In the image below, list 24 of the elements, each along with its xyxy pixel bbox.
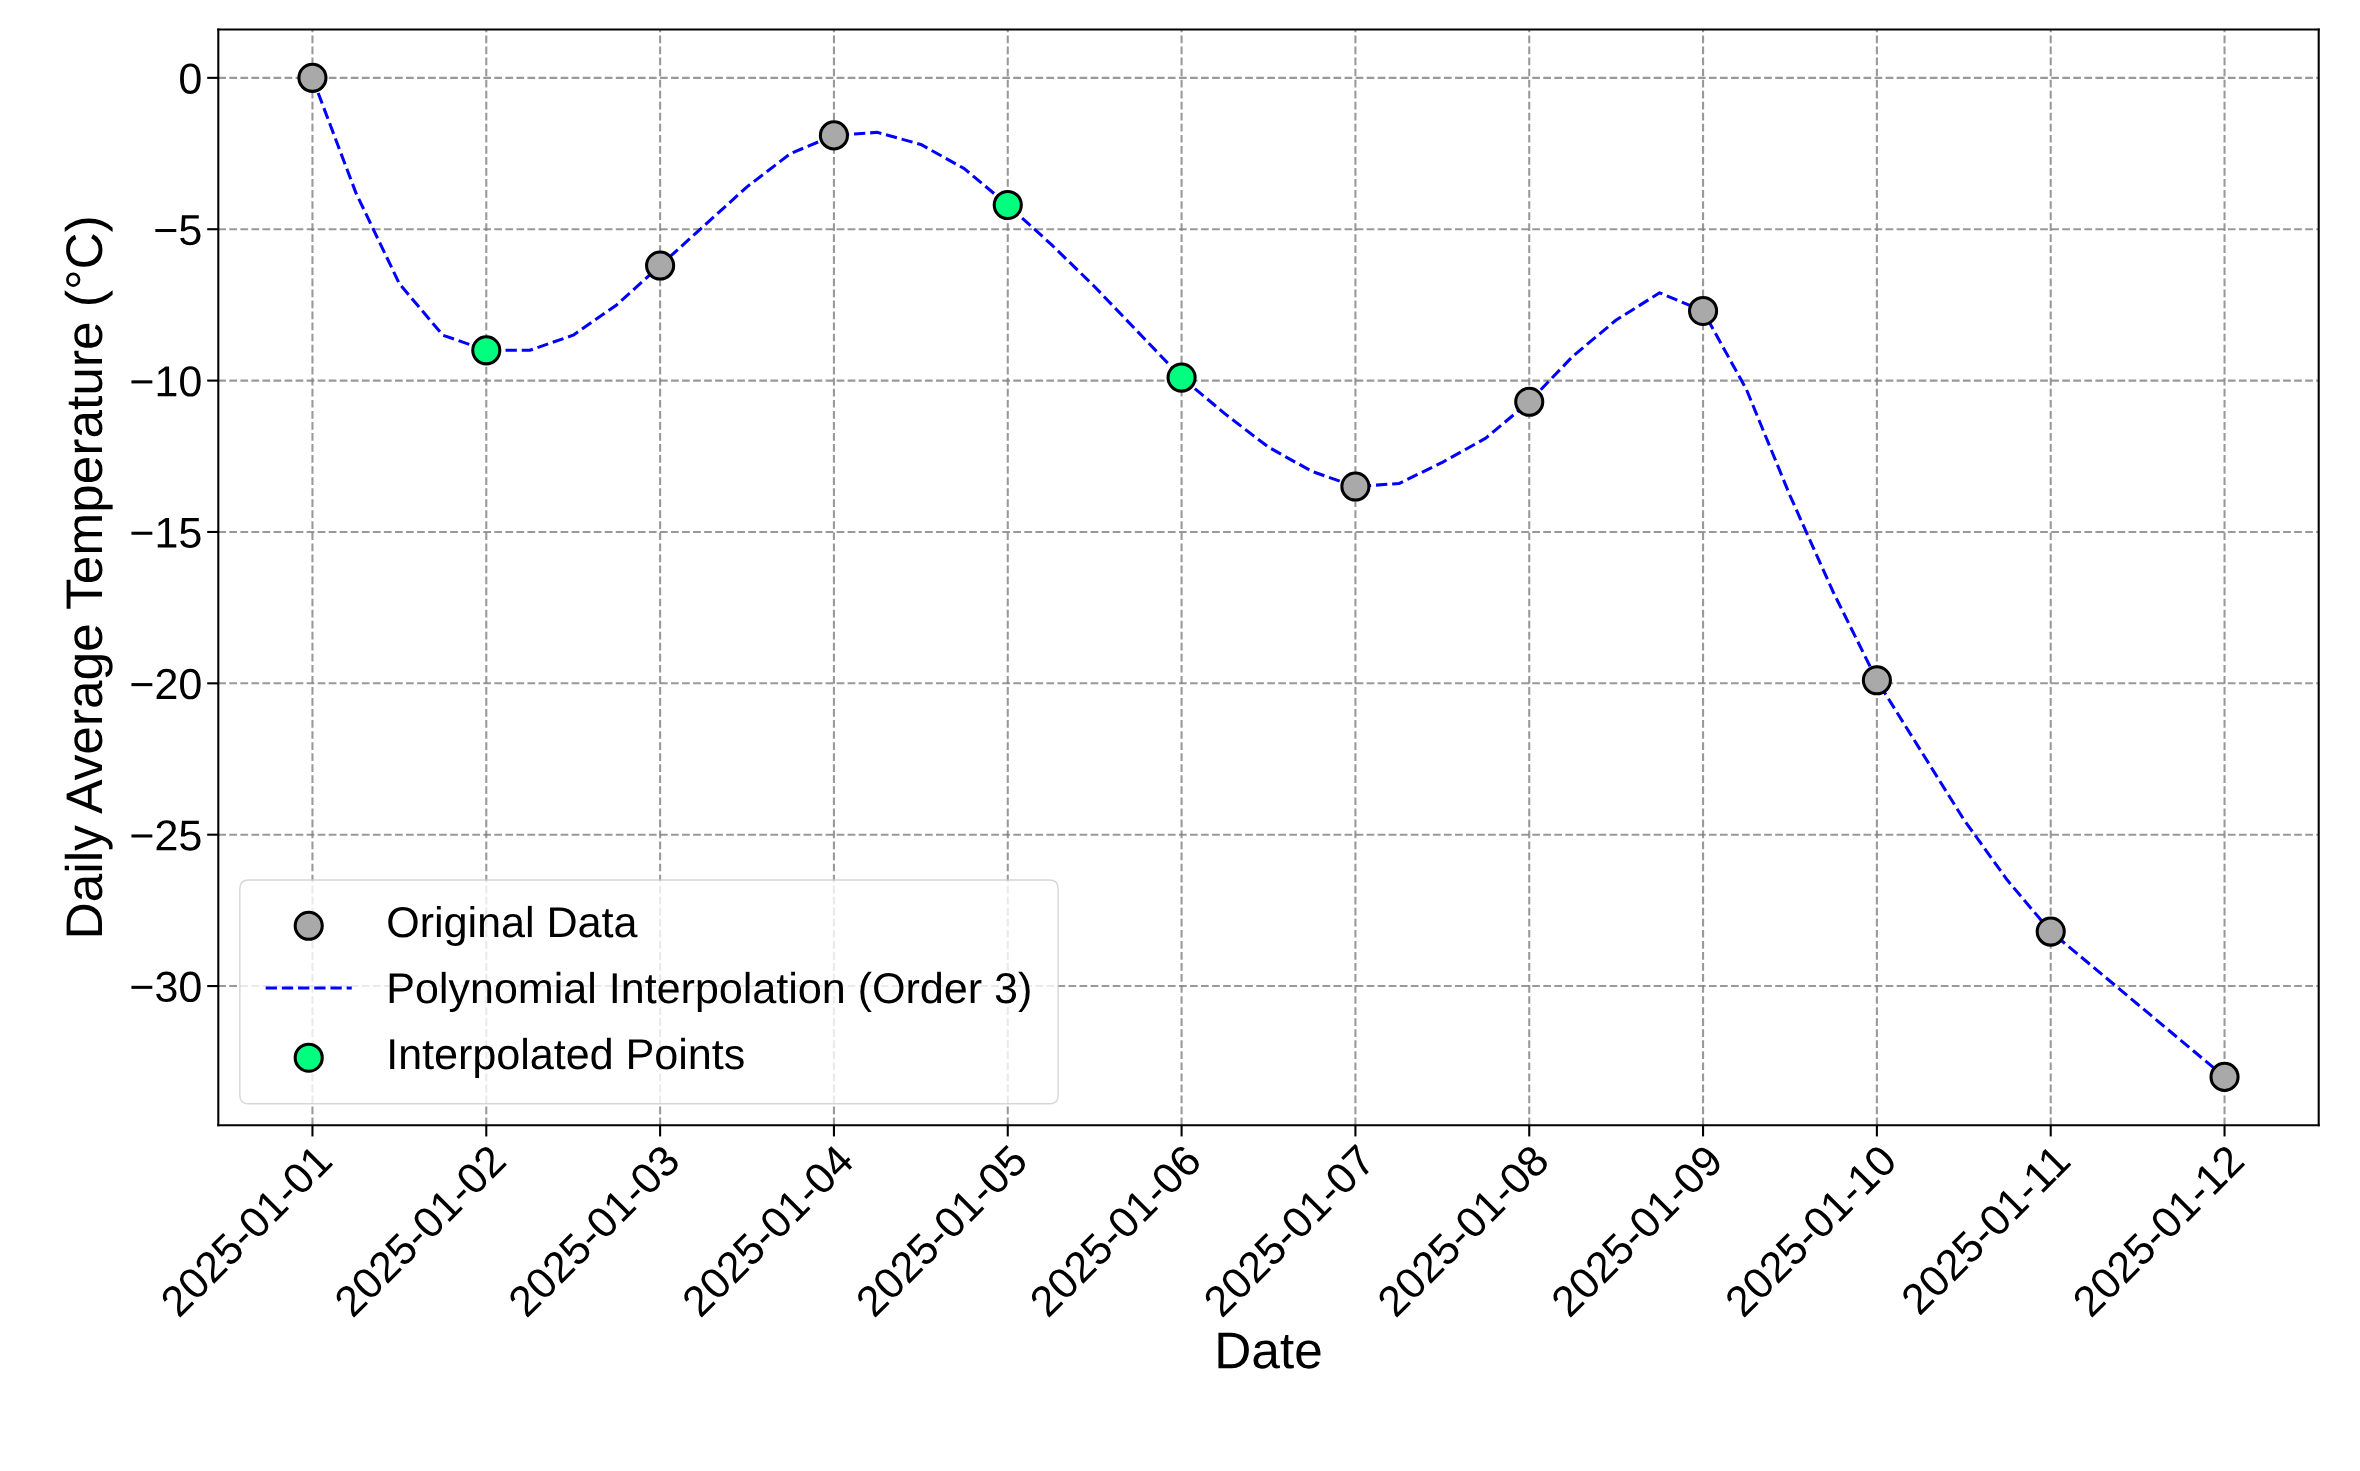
point (1688, 295, 1719, 327)
point (1166, 362, 1197, 393)
y-tick-label: −25 (131, 820, 201, 851)
point (818, 120, 849, 151)
point (645, 250, 676, 281)
y-tick-label: −20 (131, 668, 201, 700)
y-tick-label: 0 (180, 63, 201, 94)
point (471, 335, 502, 366)
point (992, 189, 1023, 221)
point (1514, 386, 1545, 417)
point (1861, 665, 1892, 696)
point (2035, 916, 2066, 947)
y-tick-label: −5 (155, 215, 201, 246)
y-tick-label: −30 (131, 971, 201, 1003)
legend-label: Polynomial Interpolation (Order 3) (389, 971, 1030, 1012)
point (297, 62, 328, 93)
y-axis-title: Daily Average Temperature (°C) (64, 218, 113, 936)
legend-label: Interpolated Points (390, 1037, 744, 1078)
y-tick-label: −15 (131, 517, 201, 548)
legend-label: Original Data (388, 905, 638, 947)
y-tick-label: −10 (131, 366, 201, 397)
point (1340, 471, 1371, 502)
x-axis-title: Date (1218, 1332, 1321, 1369)
point (2209, 1061, 2240, 1092)
